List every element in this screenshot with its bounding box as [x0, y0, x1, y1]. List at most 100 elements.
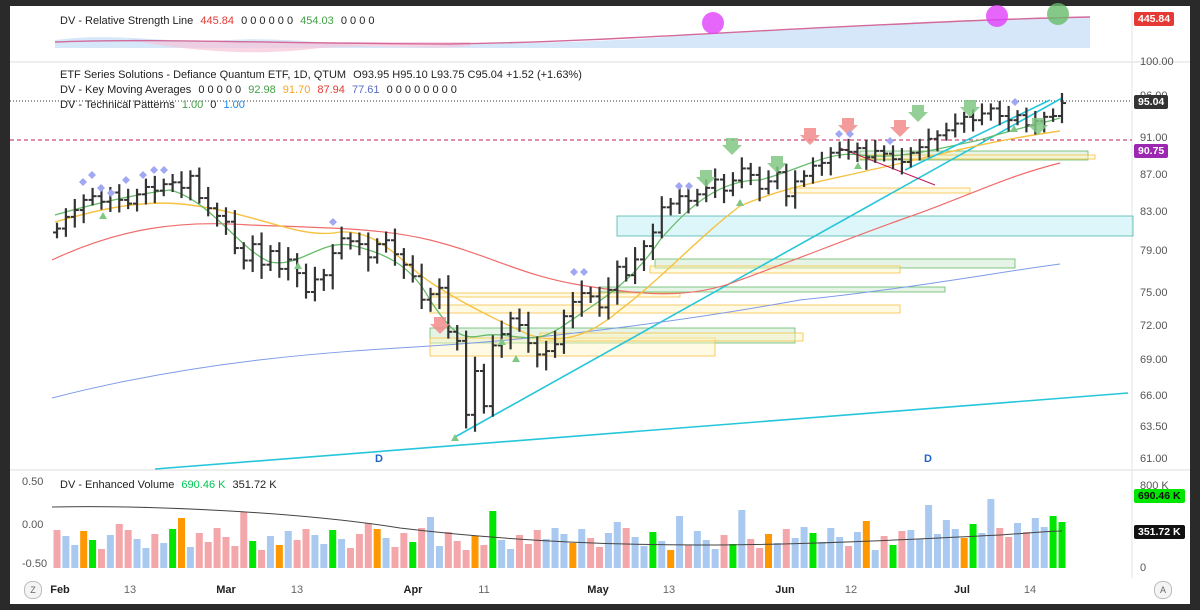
zone-box	[654, 258, 1016, 269]
kma-value-long: 77.61	[351, 84, 380, 96]
x-tick-label: Jun	[775, 584, 795, 596]
pattern-diamond	[570, 268, 578, 276]
volume-bar	[515, 535, 523, 568]
price-bar	[1058, 92, 1066, 124]
price-bar	[88, 187, 97, 206]
price-bar	[61, 208, 70, 237]
volume-bar	[907, 530, 915, 568]
price-bar	[711, 168, 720, 199]
symbol-title: ETF Series Solutions - Defiance Quantum …	[60, 69, 347, 81]
price-bar	[133, 188, 142, 212]
rsl-line	[54, 16, 1091, 45]
price-bar	[657, 196, 666, 239]
volume-bar	[435, 546, 443, 568]
x-tick-label: 13	[124, 584, 136, 596]
volume-bar	[782, 529, 790, 568]
volume-bar	[133, 539, 141, 568]
volume-value2: 351.72 K	[232, 479, 277, 491]
price-bar	[426, 287, 435, 312]
pattern-diamond	[150, 166, 158, 174]
volume-bar	[622, 528, 630, 568]
signal-arrow	[722, 138, 742, 155]
volume-bar	[89, 540, 97, 568]
pattern-diamond	[835, 130, 843, 138]
price-bar	[648, 223, 657, 260]
price-bar	[1004, 105, 1013, 132]
price-bar	[1049, 108, 1058, 122]
pattern-diamond	[580, 268, 588, 276]
y-tick-label: 83.00	[1140, 206, 1168, 218]
volume-bar	[1040, 527, 1048, 568]
y-tick-label: 79.00	[1140, 245, 1168, 257]
volume-bar	[862, 521, 870, 568]
price-bar	[924, 128, 933, 158]
ma-long-line	[51, 263, 1061, 399]
y-tick-label: 66.00	[1140, 390, 1168, 402]
auto-scale-button[interactable]: A	[1154, 581, 1172, 599]
pattern-diamond	[1011, 98, 1019, 106]
ohlc-values: O93.95 H95.10 L93.75 C95.04 +1.52 (+1.63…	[353, 69, 582, 81]
zoom-button[interactable]: Z	[24, 581, 42, 599]
volume-left-tick: 0.50	[22, 476, 43, 488]
price-bar	[373, 238, 382, 264]
price-bar	[355, 232, 364, 256]
volume-bar	[97, 549, 105, 568]
price-bar	[444, 275, 453, 339]
volume-bar	[578, 529, 586, 568]
volume-bar	[720, 535, 728, 568]
rsl-marker	[986, 5, 1008, 27]
volume-tag-1: 690.46 K	[1134, 489, 1185, 503]
signal-arrow	[908, 105, 928, 122]
zone-box	[616, 215, 1134, 237]
pattern-triangle	[498, 338, 506, 345]
pattern-diamond	[886, 137, 894, 145]
pattern-diamond	[107, 189, 115, 197]
pattern-diamond	[160, 166, 168, 174]
price-bar	[675, 187, 684, 214]
tp-value-2: 0	[210, 99, 217, 111]
y-tick-label: 87.00	[1140, 169, 1168, 181]
rsl-price-tag: 445.84	[1134, 12, 1175, 26]
price-bar	[248, 235, 257, 273]
volume-left-tick: 0.00	[22, 519, 43, 531]
volume-bar	[204, 542, 212, 568]
volume-bar	[533, 530, 541, 568]
volume-bar	[925, 505, 933, 568]
rsl-zeros1: 0 0 0 0 0 0	[241, 15, 294, 27]
price-bar	[453, 325, 462, 351]
pattern-diamond	[685, 182, 693, 190]
volume-bar	[186, 547, 194, 568]
volume-bar	[355, 534, 363, 568]
price-bar	[159, 178, 168, 197]
price-bar	[684, 185, 693, 214]
kma-value-slow: 87.94	[317, 84, 345, 96]
price-bar	[897, 148, 906, 175]
price-bar	[737, 157, 746, 189]
volume-bar	[320, 544, 328, 568]
rsl-marker	[1047, 3, 1069, 25]
price-bar	[728, 172, 737, 197]
price-bar	[844, 138, 853, 160]
x-tick-label: 11	[478, 584, 489, 596]
price-bar	[124, 188, 133, 210]
price-bar	[364, 232, 373, 272]
volume-bar	[391, 547, 399, 568]
rsl-value2: 454.03	[300, 15, 334, 27]
price-bar	[942, 122, 951, 141]
price-bar	[889, 145, 898, 170]
volume-bar	[693, 531, 701, 568]
volume-bar	[1049, 516, 1057, 568]
kma-value-fast: 92.98	[248, 84, 276, 96]
tp-label: DV - Technical Patterns	[60, 99, 175, 111]
price-bar	[533, 336, 542, 368]
volume-bar	[418, 528, 426, 568]
volume-bar	[684, 545, 692, 568]
volume-bar	[266, 536, 274, 568]
volume-bar	[364, 523, 372, 568]
price-bar	[239, 242, 248, 270]
y-tick-label: 100.00	[1140, 56, 1174, 68]
volume-bar	[987, 499, 995, 568]
trend-line	[454, 97, 1063, 438]
pattern-diamond	[139, 171, 147, 179]
